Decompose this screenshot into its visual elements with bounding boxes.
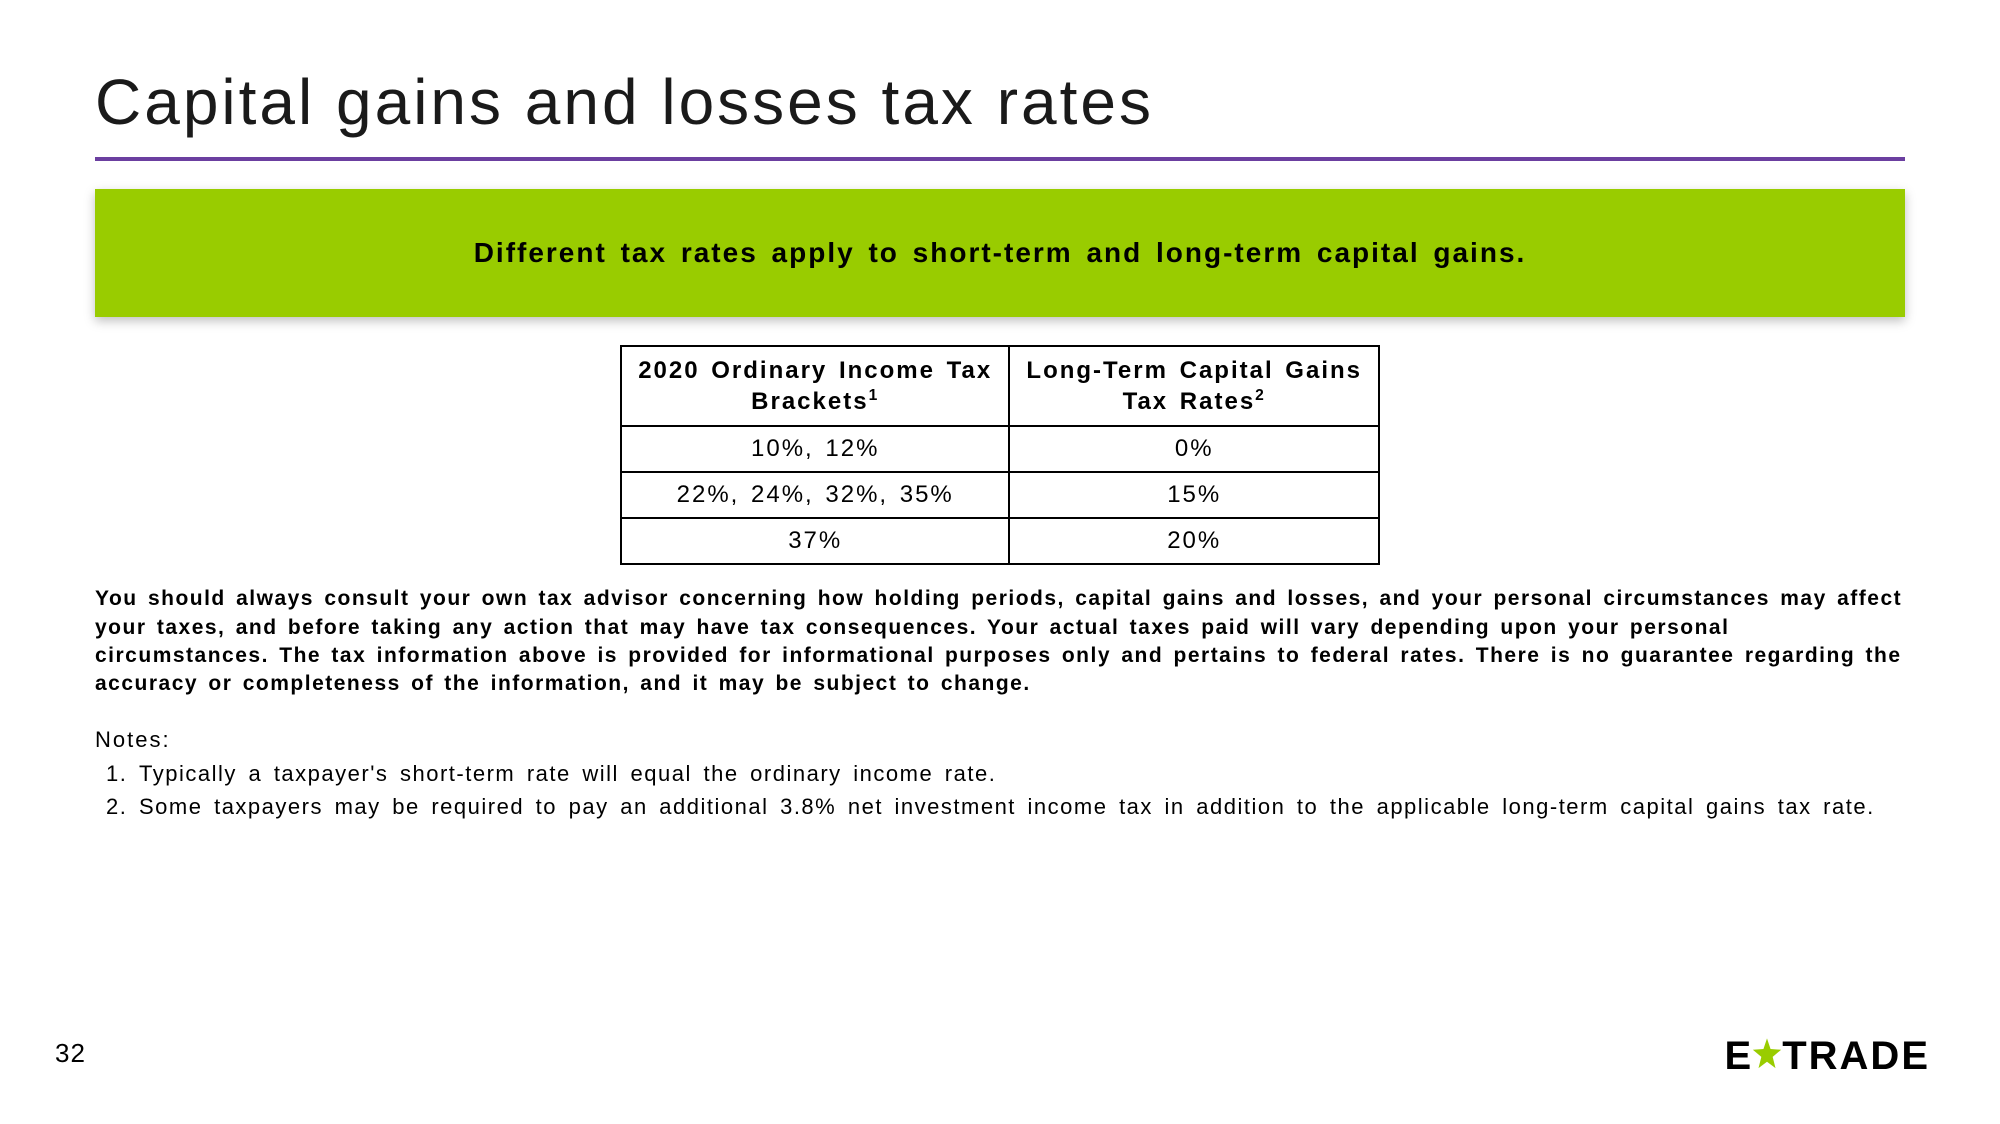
logo-letter-e: E xyxy=(1725,1034,1753,1079)
cell-ordinary: 37% xyxy=(621,518,1009,564)
disclaimer-text: You should always consult your own tax a… xyxy=(95,585,1905,698)
header-right-line2: Tax Rates xyxy=(1123,388,1256,415)
tax-rates-table: 2020 Ordinary Income Tax Brackets1 Long-… xyxy=(620,345,1380,565)
cell-ordinary: 10%, 12% xyxy=(621,426,1009,472)
table-row: 37% 20% xyxy=(621,518,1379,564)
notes-list: Typically a taxpayer's short-term rate w… xyxy=(95,757,1905,823)
table-row: 10%, 12% 0% xyxy=(621,426,1379,472)
table-header-row: 2020 Ordinary Income Tax Brackets1 Long-… xyxy=(621,346,1379,426)
header-left-line1: 2020 Ordinary Income Tax xyxy=(638,357,992,384)
col-header-longterm: Long-Term Capital Gains Tax Rates2 xyxy=(1009,346,1379,426)
page-number: 32 xyxy=(55,1038,86,1069)
cell-longterm: 15% xyxy=(1009,472,1379,518)
header-right-sup: 2 xyxy=(1255,387,1266,404)
cell-longterm: 20% xyxy=(1009,518,1379,564)
tax-table-wrap: 2020 Ordinary Income Tax Brackets1 Long-… xyxy=(95,345,1905,565)
highlight-banner: Different tax rates apply to short-term … xyxy=(95,189,1905,317)
header-left-sup: 1 xyxy=(869,387,880,404)
etrade-logo: E TRADE xyxy=(1725,1034,1930,1079)
note-item: Typically a taxpayer's short-term rate w… xyxy=(139,757,1905,790)
logo-word-trade: TRADE xyxy=(1782,1034,1930,1079)
cell-ordinary: 22%, 24%, 32%, 35% xyxy=(621,472,1009,518)
slide-container: Capital gains and losses tax rates Diffe… xyxy=(0,0,2000,1124)
title-rule xyxy=(95,157,1905,161)
table-row: 22%, 24%, 32%, 35% 15% xyxy=(621,472,1379,518)
col-header-ordinary: 2020 Ordinary Income Tax Brackets1 xyxy=(621,346,1009,426)
note-item: Some taxpayers may be required to pay an… xyxy=(139,790,1905,823)
banner-text: Different tax rates apply to short-term … xyxy=(125,237,1875,269)
page-title: Capital gains and losses tax rates xyxy=(95,65,1905,139)
notes-label: Notes: xyxy=(95,727,1905,753)
header-left-line2: Brackets xyxy=(751,388,868,415)
header-right-line1: Long-Term Capital Gains xyxy=(1026,357,1362,384)
logo-star-icon xyxy=(1750,1036,1784,1078)
cell-longterm: 0% xyxy=(1009,426,1379,472)
